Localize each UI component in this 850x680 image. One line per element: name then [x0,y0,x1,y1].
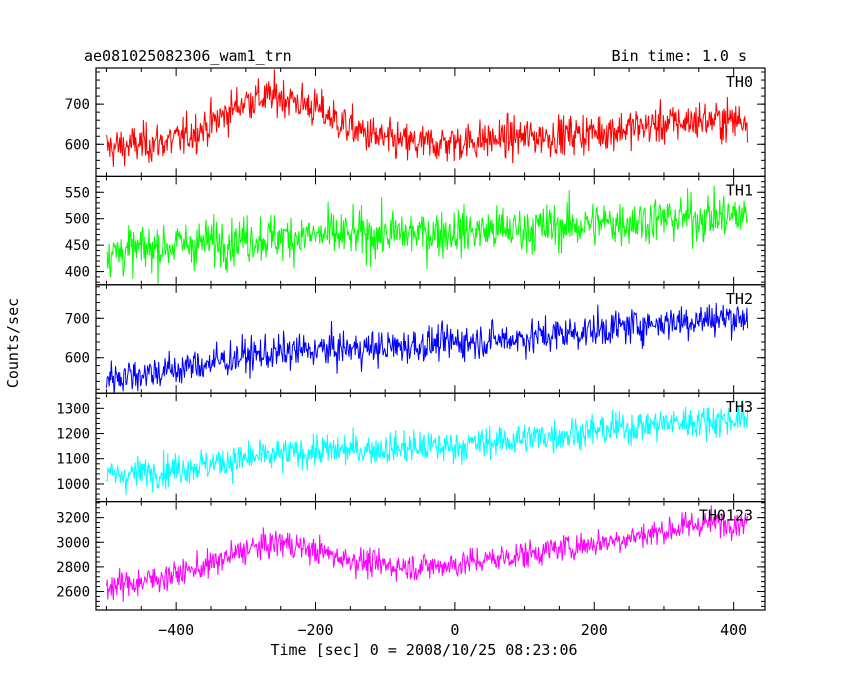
series-line-th0 [106,69,749,167]
y-tick-label: 2800 [56,560,90,576]
x-axis: −400 −200 0 200 400 [158,621,747,639]
chart-title: ae081025082306_wam1_trn [84,47,292,65]
series-line-th3 [106,400,749,496]
y-tick-label: 1100 [56,452,90,468]
y-tick-label: 1000 [56,477,90,493]
x-axis-label: Time [sec] 0 = 2008/10/25 08:23:06 [270,641,577,659]
x-tick-label: −200 [297,621,333,639]
y-tick-label: 600 [65,351,90,367]
panel-frame [95,501,766,611]
x-tick-label: −400 [158,621,194,639]
panel-label-th0123: TH0123 [699,507,753,525]
panel-frame [95,67,766,178]
x-tick-label: 0 [450,621,459,639]
series-line-th2 [106,302,749,394]
y-tick-label: 700 [65,311,90,327]
panel-frame [95,284,766,394]
y-tick-label: 1200 [56,427,90,443]
y-tick-label: 2600 [56,585,90,601]
y-tick-label: 500 [65,212,90,228]
panel-th0: 600 700 TH0 [65,67,766,178]
panel-th3: 1000 1100 1200 1300 TH3 [56,392,766,503]
panel-label-th3: TH3 [726,398,753,416]
y-tick-label: 600 [65,137,90,153]
y-tick-label: 3200 [56,511,90,527]
panel-label-th0: TH0 [726,73,753,91]
y-tick-label: 700 [65,97,90,113]
y-tick-label: 1300 [56,401,90,417]
panel-frame [95,175,766,286]
y-tick-label: 450 [65,238,90,254]
series-line-th1 [106,185,749,285]
panel-th2: 600 700 TH2 [65,284,766,394]
y-tick-label: 550 [65,185,90,201]
y-tick-label: 400 [65,265,90,281]
panel-th1: 400 450 500 550 TH1 [65,175,766,286]
x-tick-label: 200 [581,621,608,639]
panel-th0123: 2600 2800 3000 3200 TH0123 [56,501,766,611]
y-axis-label: Counts/sec [4,298,22,388]
panel-label-th1: TH1 [726,181,753,199]
series-line-th0123 [106,505,749,602]
panels-group: 600 700 TH0 400 450 500 550 TH1 600 700 TH2 1000 110… [56,67,766,611]
x-tick-label: 400 [720,621,747,639]
bin-time-label: Bin time: 1.0 s [612,47,747,65]
y-tick-label: 3000 [56,535,90,551]
panel-label-th2: TH2 [726,290,753,308]
